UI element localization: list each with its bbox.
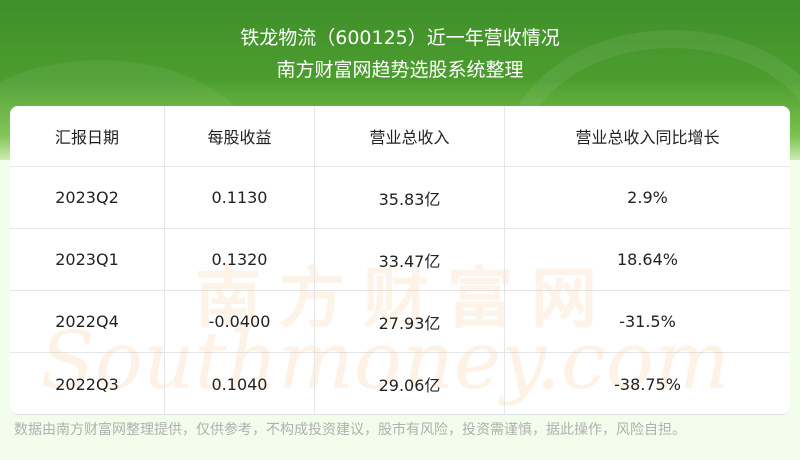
cell-date: 2022Q3 — [10, 353, 165, 414]
cell-date: 2023Q2 — [10, 167, 165, 228]
cell-revenue: 33.47亿 — [315, 229, 505, 290]
cell-growth: -31.5% — [619, 312, 676, 331]
table-row: 2022Q3 0.1040 29.06亿 -38.75% — [10, 353, 790, 414]
page-subtitle: 南方财富网趋势选股系统整理 — [276, 59, 524, 81]
column-header: 每股收益 — [165, 106, 315, 166]
table-row: 2022Q4 -0.0400 27.93亿 -31.5% — [10, 291, 790, 353]
cell-revenue: 27.93亿 — [315, 291, 505, 352]
cell-date: 2022Q4 — [10, 291, 165, 352]
cell-date: 2023Q1 — [10, 229, 165, 290]
column-header: 营业总收入同比增长 — [575, 128, 720, 147]
column-header: 营业总收入 — [315, 106, 505, 166]
cell-eps: -0.0400 — [165, 291, 315, 352]
cell-revenue: 35.83亿 — [315, 167, 505, 228]
table-header: 汇报日期 每股收益 营业总收入 营业总收入同比增长 — [10, 106, 790, 167]
column-header: 汇报日期 — [10, 106, 165, 166]
cell-eps: 0.1040 — [165, 353, 315, 414]
revenue-table: 南方财富网 Southmoney.com 汇报日期 每股收益 营业总收入 营业总… — [10, 106, 790, 415]
cell-revenue: 29.06亿 — [315, 353, 505, 414]
page-title: 铁龙物流（600125）近一年营收情况 — [240, 27, 560, 49]
cell-growth: 18.64% — [616, 250, 678, 269]
cell-eps: 0.1130 — [165, 167, 315, 228]
table-row: 2023Q2 0.1130 35.83亿 2.9% — [10, 167, 790, 229]
disclaimer: 数据由南方财富网整理提供，仅供参考，不构成投资建议，股市有风险，投资需谨慎，据此… — [14, 422, 686, 438]
cell-growth: -38.75% — [614, 374, 681, 394]
cell-growth: 2.9% — [627, 188, 668, 207]
table-row: 2023Q1 0.1320 33.47亿 18.64% — [10, 229, 790, 291]
cell-eps: 0.1320 — [165, 229, 315, 290]
